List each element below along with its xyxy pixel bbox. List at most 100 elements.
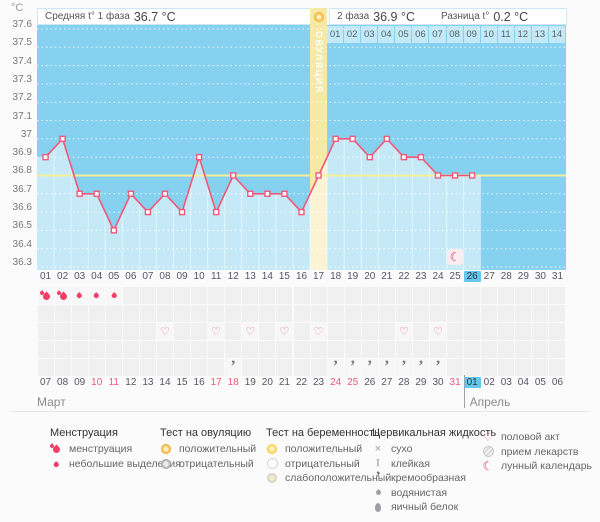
calendar-date-label[interactable]: 16 [193, 377, 205, 388]
day-cell[interactable] [310, 305, 327, 322]
day-cell[interactable] [276, 305, 293, 322]
day-cell[interactable]: ♡ [157, 323, 173, 340]
day-cell[interactable] [54, 359, 71, 376]
day-cell[interactable] [276, 359, 293, 376]
calendar-date-label[interactable]: 14 [159, 377, 171, 388]
day-cell[interactable] [378, 341, 395, 358]
day-cell[interactable] [395, 287, 412, 304]
day-cell[interactable] [481, 323, 498, 340]
cycle-day-label[interactable]: 05 [108, 271, 120, 282]
calendar-date-label[interactable]: 15 [176, 377, 188, 388]
day-cell[interactable] [481, 305, 498, 322]
day-cell[interactable] [174, 323, 190, 340]
day-cell[interactable] [242, 287, 259, 304]
day-cell[interactable] [122, 323, 139, 340]
day-cell[interactable] [122, 359, 139, 376]
day-cell[interactable] [242, 341, 259, 358]
cycle-day-label[interactable]: 09 [176, 271, 188, 282]
day-cell[interactable] [122, 305, 139, 322]
day-cell[interactable] [532, 305, 549, 322]
cycle-day-label[interactable]: 27 [483, 271, 495, 282]
day-cell[interactable] [293, 287, 310, 304]
cycle-day-label[interactable]: 14 [261, 271, 273, 282]
cycle-day-label[interactable]: 07 [142, 271, 154, 282]
day-cell[interactable] [549, 305, 566, 322]
day-cell[interactable] [54, 287, 71, 304]
day-cell[interactable] [225, 287, 242, 304]
cycle-day-label[interactable]: 29 [517, 271, 529, 282]
calendar-date-label[interactable]: 08 [57, 377, 69, 388]
day-cell[interactable] [242, 359, 259, 376]
day-cell[interactable] [242, 305, 259, 322]
day-cell[interactable] [430, 305, 446, 322]
day-cell[interactable] [481, 287, 498, 304]
day-cell[interactable] [532, 323, 549, 340]
day-cell[interactable] [157, 359, 173, 376]
calendar-date-label[interactable]: 18 [227, 377, 239, 388]
day-cell[interactable]: ’ [361, 359, 378, 376]
calendar-date-label[interactable]: 01 [463, 377, 481, 388]
day-cell[interactable] [208, 305, 225, 322]
day-cell[interactable] [412, 305, 429, 322]
day-cell[interactable] [105, 359, 122, 376]
calendar-date-label[interactable]: 02 [483, 377, 495, 388]
cycle-day-label[interactable]: 21 [381, 271, 393, 282]
day-cell[interactable] [139, 341, 156, 358]
calendar-date-label[interactable]: 19 [244, 377, 256, 388]
day-cell[interactable] [139, 305, 156, 322]
cycle-day-label[interactable]: 13 [244, 271, 256, 282]
day-cell[interactable] [71, 287, 88, 304]
day-cell[interactable] [88, 287, 105, 304]
day-cell[interactable] [88, 341, 105, 358]
day-cell[interactable] [225, 341, 242, 358]
day-cell[interactable] [174, 305, 190, 322]
day-cell[interactable]: ’ [225, 359, 242, 376]
day-cell[interactable] [71, 323, 88, 340]
day-cell[interactable] [498, 287, 515, 304]
day-cell[interactable] [327, 287, 344, 304]
day-cell[interactable] [276, 287, 293, 304]
day-cell[interactable] [515, 341, 532, 358]
day-cell[interactable] [498, 341, 515, 358]
day-cell[interactable] [532, 341, 549, 358]
day-cell[interactable] [498, 323, 515, 340]
calendar-date-label[interactable]: 04 [517, 377, 529, 388]
day-cell[interactable] [293, 305, 310, 322]
day-cell[interactable] [464, 305, 481, 322]
calendar-date-label[interactable]: 17 [210, 377, 222, 388]
calendar-date-label[interactable]: 13 [142, 377, 154, 388]
day-cell[interactable] [157, 287, 173, 304]
day-cell[interactable] [378, 323, 395, 340]
day-cell[interactable] [71, 359, 88, 376]
cycle-day-label[interactable]: 26 [463, 271, 481, 282]
day-cell[interactable] [122, 341, 139, 358]
day-cell[interactable] [412, 287, 429, 304]
day-cell[interactable] [412, 341, 429, 358]
day-cell[interactable] [549, 359, 566, 376]
calendar-date-label[interactable]: 05 [534, 377, 546, 388]
day-cell[interactable] [54, 323, 71, 340]
day-cell[interactable] [191, 341, 208, 358]
day-cell[interactable] [122, 287, 139, 304]
day-cell[interactable] [191, 323, 208, 340]
day-cell[interactable] [447, 305, 463, 322]
day-cell[interactable] [259, 359, 276, 376]
day-cell[interactable] [515, 359, 532, 376]
day-cell[interactable] [378, 305, 395, 322]
day-cell[interactable]: ♡ [395, 323, 412, 340]
day-cell[interactable]: ’ [344, 359, 361, 376]
calendar-date-label[interactable]: 06 [551, 377, 564, 388]
day-cell[interactable] [259, 305, 276, 322]
cycle-day-label[interactable]: 06 [125, 271, 137, 282]
calendar-date-label[interactable]: 30 [432, 377, 444, 388]
day-cell[interactable] [327, 341, 344, 358]
day-cell[interactable] [515, 323, 532, 340]
day-cell[interactable] [191, 305, 208, 322]
cycle-day-label[interactable]: 19 [347, 271, 359, 282]
day-cell[interactable] [310, 287, 327, 304]
day-cell[interactable] [378, 287, 395, 304]
day-cell[interactable] [447, 287, 463, 304]
cycle-day-label[interactable]: 30 [534, 271, 546, 282]
day-cell[interactable] [344, 287, 361, 304]
day-cell[interactable] [447, 341, 463, 358]
